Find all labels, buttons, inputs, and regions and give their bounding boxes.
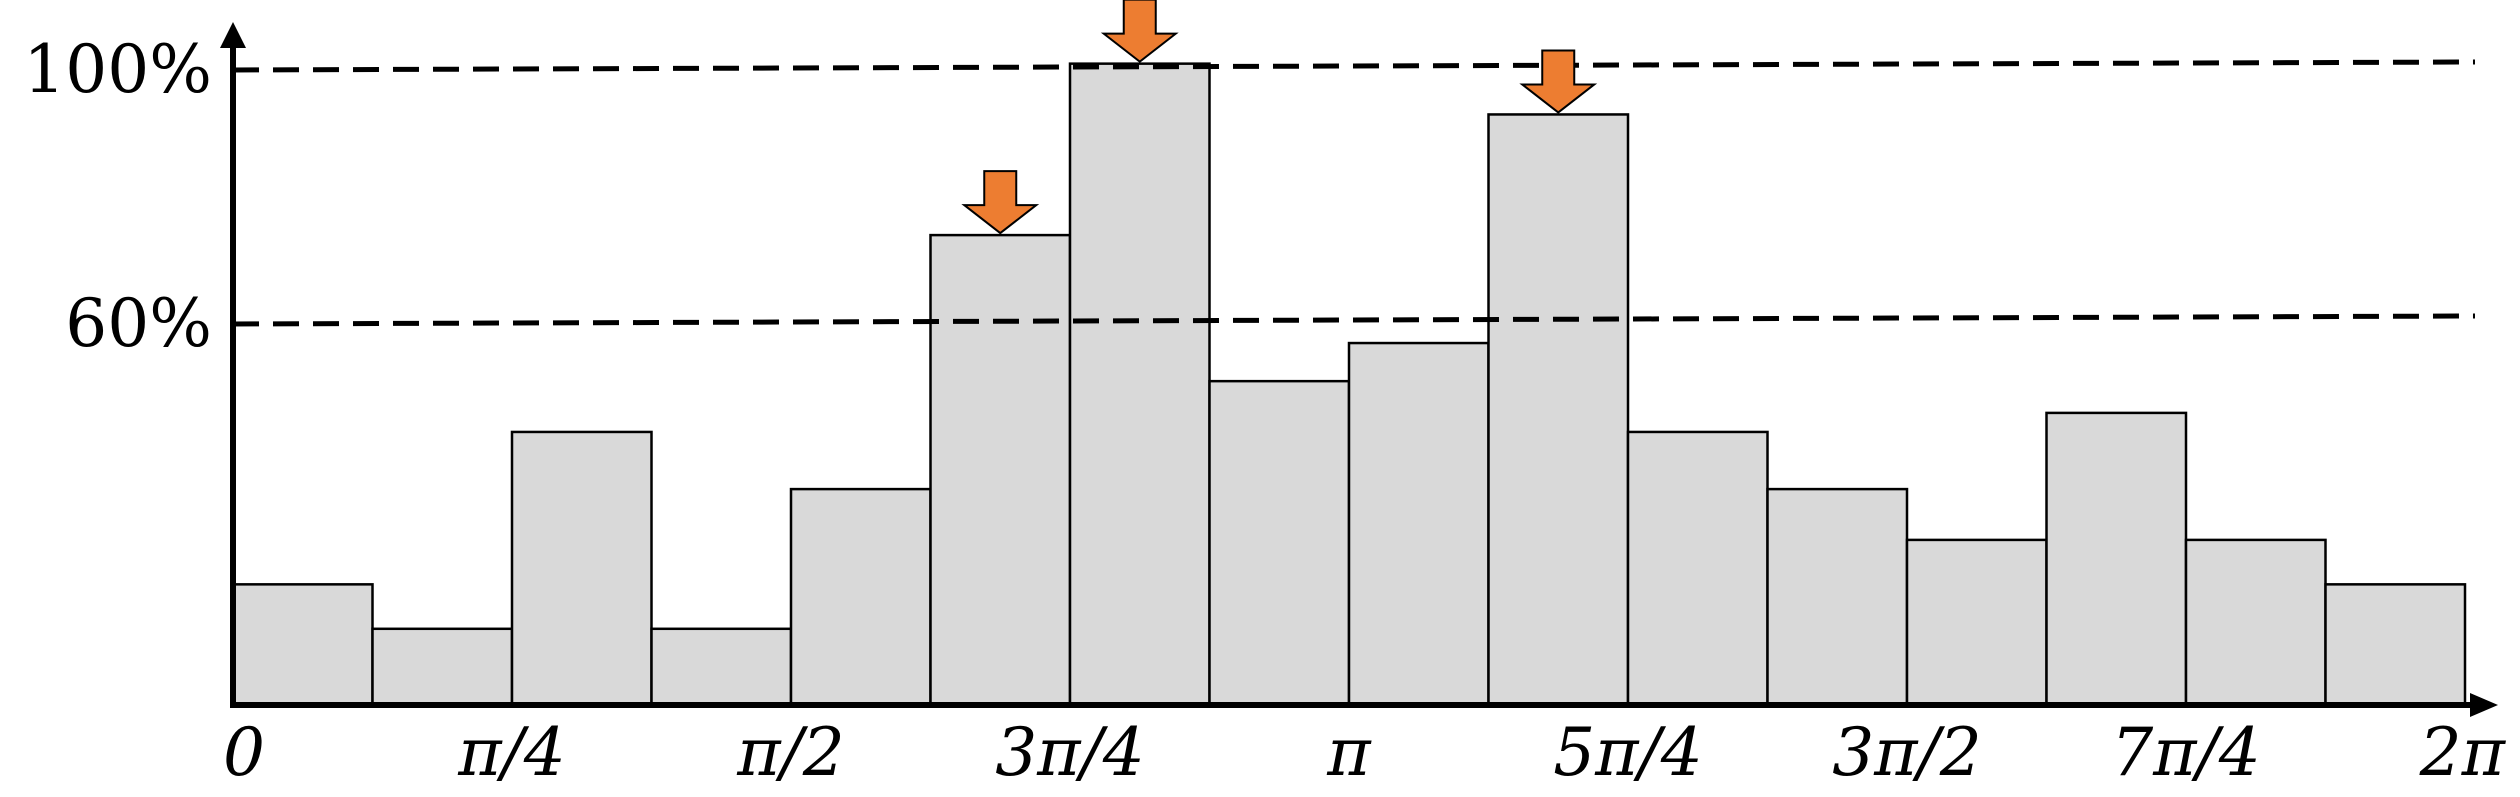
reference-line-100 bbox=[232, 59, 2476, 73]
peak-arrow-icon bbox=[1100, 0, 1179, 63]
x-tick-label-6: 3π/2 bbox=[1832, 714, 1982, 791]
y-tick-labels: 60% 100% bbox=[23, 31, 212, 362]
histogram-bar-1 bbox=[371, 627, 514, 707]
peak-arrow-icon bbox=[1519, 49, 1598, 114]
histogram-bar-10 bbox=[1626, 430, 1769, 707]
histogram-bar-9 bbox=[1487, 113, 1630, 707]
histogram-bar-2 bbox=[510, 430, 653, 707]
histogram-bar-7 bbox=[1208, 379, 1351, 707]
y-tick-label-60: 60% bbox=[65, 285, 212, 362]
histogram-bar-4 bbox=[789, 487, 932, 707]
histogram-bar-6 bbox=[1068, 62, 1211, 707]
histogram-bar-11 bbox=[1766, 487, 1909, 707]
peak-arrow-icon bbox=[961, 170, 1040, 235]
histogram-bar-0 bbox=[231, 583, 374, 707]
peak-arrows-layer bbox=[961, 0, 1598, 235]
histogram-bar-3 bbox=[650, 627, 793, 707]
y-axis-arrowhead bbox=[220, 22, 246, 48]
x-tick-label-3: 3π/4 bbox=[995, 714, 1145, 791]
x-tick-label-2: π/2 bbox=[736, 714, 845, 791]
x-tick-label-5: 5π/4 bbox=[1553, 714, 1703, 791]
x-tick-label-7: 7π/4 bbox=[2111, 714, 2261, 791]
axes-layer bbox=[220, 22, 2498, 717]
histogram-bar-13 bbox=[2045, 411, 2188, 707]
x-tick-label-0: 0 bbox=[223, 714, 265, 791]
bars-layer bbox=[231, 62, 2467, 707]
x-tick-label-4: π bbox=[1326, 714, 1372, 791]
histogram-bar-12 bbox=[1905, 538, 2048, 707]
histogram-bar-8 bbox=[1347, 341, 1490, 707]
x-tick-label-1: π/4 bbox=[457, 714, 566, 791]
x-axis-arrowhead bbox=[2470, 693, 2498, 717]
y-tick-label-100: 100% bbox=[23, 31, 212, 108]
histogram-bar-15 bbox=[2324, 583, 2467, 707]
reference-line-60 bbox=[232, 313, 2476, 327]
histogram-bar-5 bbox=[929, 233, 1072, 707]
x-tick-labels: 0 π/4 π/2 3π/4 π 5π/4 3π/2 7π/4 2π bbox=[223, 714, 2507, 791]
reference-lines-layer bbox=[232, 59, 2476, 327]
histogram-bar-14 bbox=[2184, 538, 2327, 707]
x-tick-label-8: 2π bbox=[2419, 714, 2507, 791]
